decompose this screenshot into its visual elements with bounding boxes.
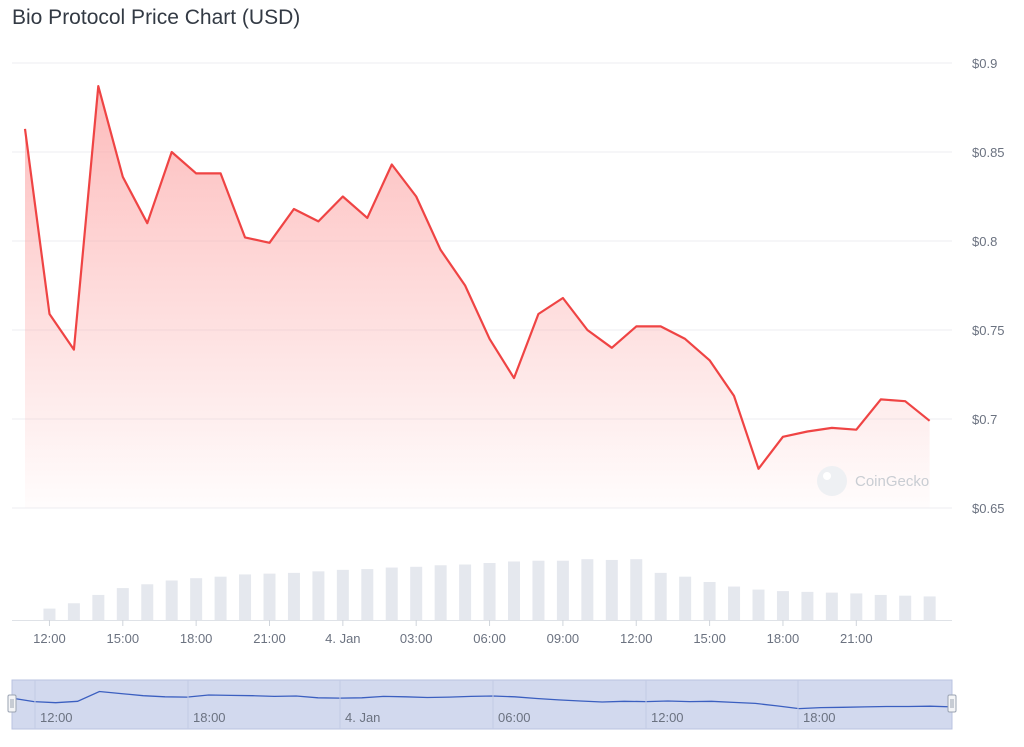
volume-bar [605,559,618,620]
x-tick-label: 21:00 [840,631,873,646]
volume-bar [532,560,545,620]
volume-bar [287,572,300,620]
volume-bar [556,560,569,620]
volume-bar [508,561,520,620]
navigator-tick-label: 12:00 [651,710,684,725]
navigator-tick-label: 18:00 [193,710,226,725]
volume-bar [116,588,129,620]
volume-bar [801,591,814,620]
x-tick-label: 09:00 [547,631,580,646]
chart-title: Bio Protocol Price Chart (USD) [12,6,301,29]
volume-bar [336,569,349,620]
volume-bar [43,608,56,620]
volume-bar [67,603,80,620]
navigator-tick-label: 06:00 [498,710,531,725]
price-line [23,85,931,470]
volume-bar [312,571,325,620]
navigator-right-handle[interactable] [947,694,957,713]
x-tick-label: 06:00 [473,631,506,646]
x-tick-label: 12:00 [33,631,66,646]
volume-bar [630,559,643,620]
volume-bar [361,569,374,620]
volume-bar [728,586,741,620]
navigator-left-handle[interactable] [7,694,17,713]
coingecko-watermark: CoinGecko [817,466,929,496]
volume-bar [679,576,692,620]
volume-bar [459,564,472,620]
y-tick-label: $0.85 [972,145,1005,160]
y-tick-label: $0.9 [972,56,997,71]
volume-bar [825,592,838,620]
volume-bar [874,594,887,620]
y-axis-labels: $0.65 $0.7 $0.75 $0.8 $0.85 $0.9 [972,56,1005,516]
handle-grip [7,694,17,713]
volume-bar [483,563,496,620]
volume-bar [581,559,594,620]
navigator-tick-label: 4. Jan [345,710,380,725]
volume-bar [850,593,863,620]
volume-bar [385,567,398,620]
volume-bar [654,572,667,620]
price-area-fill [25,86,930,508]
volume-bars [43,559,936,620]
volume-bar [165,580,178,620]
volume-bar [214,576,227,620]
volume-bar [92,594,105,620]
price-area [25,86,930,508]
range-navigator[interactable]: 12:00 18:00 4. Jan 06:00 12:00 18:00 [7,679,957,730]
navigator-selection [11,679,953,730]
x-tick-label: 15:00 [107,631,140,646]
gecko-logo-eye [823,472,831,480]
y-tick-label: $0.7 [972,412,997,427]
x-tick-label: 4. Jan [325,631,360,646]
volume-bar [410,566,423,620]
x-tick-label: 15:00 [693,631,726,646]
volume-bar [239,574,252,620]
volume-bar [703,582,716,620]
x-tick-label: 21:00 [253,631,286,646]
volume-bar [434,565,447,620]
x-axis-labels: 12:00 15:00 18:00 21:00 4. Jan 03:00 06:00 09:0… [33,620,873,646]
x-tick-label: 18:00 [767,631,800,646]
volume-bar [190,578,203,620]
watermark-text: CoinGecko [855,473,929,490]
volume-bar [752,589,765,620]
x-tick-label: 12:00 [620,631,653,646]
x-tick-label: 18:00 [180,631,213,646]
navigator-line [11,690,953,710]
handle-grip [947,694,957,713]
x-tick-label: 03:00 [400,631,433,646]
price-line-series [23,85,931,470]
volume-bar [899,595,912,620]
volume-bar [141,584,154,620]
volume-bar [263,573,276,620]
y-tick-label: $0.65 [972,501,1005,516]
volume-bar [923,596,936,620]
gecko-logo-icon [817,466,847,496]
y-tick-label: $0.75 [972,323,1005,338]
navigator-tick-label: 18:00 [803,710,836,725]
navigator-tick-label: 12:00 [40,710,73,725]
y-tick-label: $0.8 [972,234,997,249]
volume-bar [776,591,789,620]
